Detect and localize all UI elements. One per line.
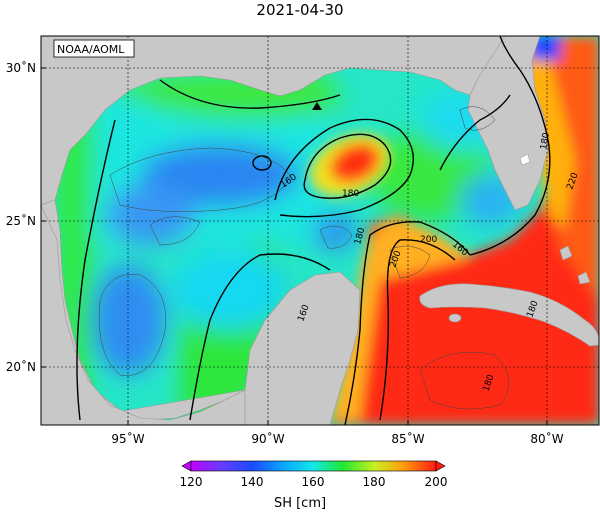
station-marker-icon (312, 102, 322, 110)
x-tick-label: 80˚W (530, 431, 563, 446)
source-label: NOAA/AOML (57, 43, 125, 56)
colorbar-low-arrow (181, 460, 192, 472)
colorbar-tick: 180 (363, 475, 386, 489)
colorbar: 120 140 160 180 200 (180, 460, 448, 489)
thin-contours (98, 106, 509, 410)
x-tick-label: 85˚W (391, 431, 424, 446)
x-tick-label: 95˚W (111, 431, 144, 446)
contour-label: 180 (342, 189, 359, 199)
map-area: 160 180 160 180 200 200 180 220 160 180 … (41, 36, 599, 425)
y-tick-label: 20˚N (6, 359, 36, 374)
sea-height-field (55, 60, 520, 420)
land (41, 36, 599, 425)
colorbar-tick: 200 (425, 475, 448, 489)
y-tick-label: 30˚N (6, 60, 36, 75)
x-axis: 95˚W 90˚W 85˚W 80˚W (111, 420, 564, 446)
map-title: 2021-04-30 (256, 1, 344, 19)
colorbar-tick: 120 (180, 475, 203, 489)
contour-label: 180 (353, 226, 367, 245)
colorbar-gradient (190, 460, 437, 472)
colorbar-label: SH [cm] (273, 496, 327, 511)
map-frame (40, 35, 600, 426)
x-tick-label: 90˚W (251, 431, 284, 446)
y-tick-label: 25˚N (6, 213, 36, 228)
contour-label: 200 (420, 235, 437, 245)
y-axis: 30˚N 25˚N 20˚N (6, 60, 46, 374)
contour-label: 180 (539, 132, 552, 151)
source-label-box (53, 39, 135, 58)
colorbar-tick: 140 (241, 475, 264, 489)
lat-lon-grid (41, 36, 599, 425)
contour-lines (76, 36, 551, 425)
colorbar-tick: 160 (302, 475, 325, 489)
colorbar-high-arrow (435, 460, 446, 472)
